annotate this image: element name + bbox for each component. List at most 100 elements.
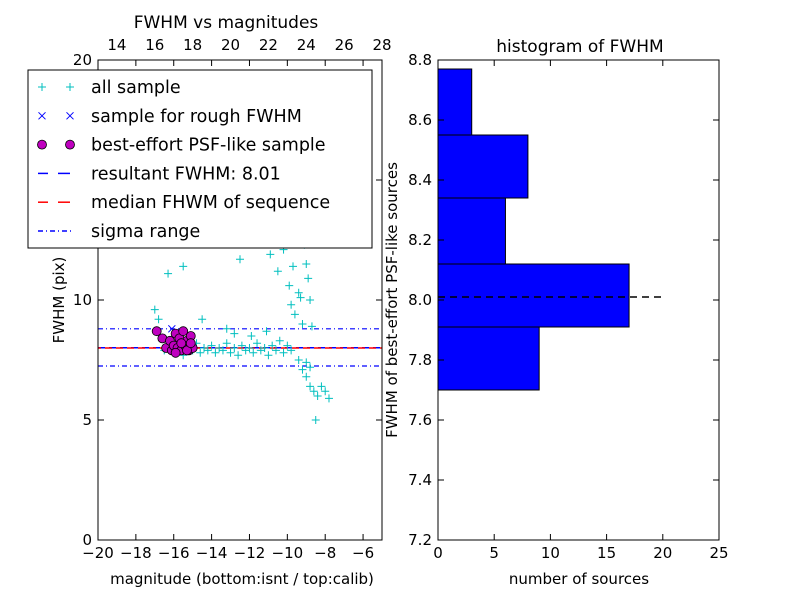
- legend-label: best-effort PSF-like sample: [91, 136, 326, 156]
- right-x-axis-ticks: 0 5 10 15 20 25: [433, 60, 729, 562]
- top-tick-label: 26: [335, 36, 354, 54]
- all-sample-point: [262, 327, 271, 336]
- all-sample-point: [285, 281, 294, 290]
- legend-frame: [27, 69, 373, 249]
- top-tick-label: 14: [107, 36, 126, 54]
- all-sample-point: [237, 341, 246, 350]
- best-sample-point: [170, 347, 181, 358]
- all-sample-point: [275, 336, 284, 345]
- top-tick-label: 22: [259, 36, 278, 54]
- y-tick-label: 20: [73, 51, 92, 69]
- y-tick-label: 8.2: [408, 231, 432, 249]
- all-sample-point: [321, 387, 330, 396]
- legend-marker: [66, 83, 74, 91]
- all-sample-point: [230, 329, 239, 338]
- top-tick-label: 20: [221, 36, 240, 54]
- y-tick-label: 8.0: [408, 291, 432, 309]
- y-tick-label: 7.4: [408, 471, 432, 489]
- histogram-bar: [437, 134, 529, 199]
- x-tick-label: −10: [272, 544, 304, 562]
- all-sample-point: [196, 348, 205, 357]
- left-plot-frame: [97, 59, 383, 541]
- legend-marker: [38, 111, 46, 120]
- right-y-axis-label: FWHM of best-effort PSF-like sources: [383, 162, 401, 438]
- y-tick-label: 8.8: [408, 51, 432, 69]
- x-tick-label: 5: [489, 544, 499, 562]
- all-sample-point: [304, 274, 313, 283]
- best-sample-point: [185, 338, 196, 349]
- legend: all sample sample for rough FWHM best-effo…: [27, 69, 373, 249]
- top-axis-ticks: 14 16 18 20 22 24 26 28: [107, 36, 391, 54]
- all-sample-point: [179, 262, 188, 271]
- x-tick-label: −6: [352, 544, 374, 562]
- all-sample-point: [226, 348, 235, 357]
- reference-lines: [98, 328, 382, 367]
- histogram-bar: [437, 326, 540, 391]
- all-sample-point: [150, 305, 159, 314]
- all-sample-point: [306, 363, 315, 372]
- top-tick-label: 28: [372, 36, 391, 54]
- top-tick-label: 18: [183, 36, 202, 54]
- right-chart-title: histogram of FWHM: [496, 37, 663, 57]
- all-sample-point: [306, 296, 315, 304]
- all-sample-point: [260, 344, 269, 352]
- all-sample-point: [222, 339, 231, 348]
- legend-label: sigma range: [91, 222, 200, 242]
- all-sample-point: [302, 372, 311, 381]
- left-chart-title: FWHM vs magnitudes: [134, 13, 319, 33]
- all-sample-point: [273, 267, 282, 276]
- legend-entries: all sample sample for rough FWHM best-effo…: [37, 78, 330, 242]
- best-sample-point: [176, 338, 187, 349]
- all-sample-point: [294, 288, 303, 297]
- legend-entry-best: best-effort PSF-like sample: [37, 136, 326, 156]
- x-tick-label: −18: [120, 544, 152, 562]
- all-sample-point: [266, 250, 275, 259]
- all-sample-point: [268, 341, 277, 350]
- legend-marker: [66, 111, 74, 120]
- all-sample-point: [211, 348, 220, 357]
- all-sample-point: [203, 346, 212, 355]
- y-tick-label: 5: [82, 411, 92, 429]
- y-tick-label: 7.8: [408, 351, 432, 369]
- left-y-axis-label: FWHM (pix): [50, 257, 68, 344]
- all-sample-point: [298, 320, 307, 328]
- all-sample-point: [289, 262, 298, 271]
- best-sample-point: [151, 326, 162, 337]
- all-sample-point: [234, 351, 243, 360]
- x-tick-label: −16: [158, 544, 190, 562]
- x-tick-label: 25: [709, 544, 728, 562]
- all-sample-point: [298, 365, 307, 374]
- legend-entry-all: all sample: [38, 78, 181, 98]
- y-tick-label: 0: [82, 531, 92, 549]
- all-sample-point: [249, 348, 258, 357]
- legend-entry-resultant: resultant FWHM: 8.01: [38, 164, 281, 184]
- x-tick-label: −20: [82, 544, 114, 562]
- all-sample-point: [317, 382, 326, 391]
- x-tick-label: −14: [196, 544, 228, 562]
- legend-label: median FHWM of sequence: [91, 193, 330, 213]
- all-sample-point: [313, 392, 322, 400]
- all-sample-point: [245, 344, 254, 352]
- right-x-axis-label: number of sources: [509, 570, 649, 588]
- all-sample-point: [290, 310, 299, 319]
- y-tick-label: 8.6: [408, 111, 432, 129]
- legend-label: sample for rough FWHM: [91, 107, 302, 127]
- all-sample-point: [164, 269, 173, 278]
- all-sample-point: [218, 346, 227, 355]
- y-tick-label: 7.6: [408, 411, 432, 429]
- all-sample-point: [306, 382, 315, 391]
- legend-marker: [37, 139, 47, 150]
- all-sample-point: [302, 260, 311, 268]
- y-tick-label: 8.4: [408, 171, 432, 189]
- all-sample-point: [287, 346, 296, 355]
- all-sample-point: [247, 332, 256, 340]
- all-sample-point: [230, 344, 239, 352]
- legend-label: resultant FWHM: 8.01: [91, 164, 281, 184]
- x-tick-label: 10: [541, 544, 560, 562]
- y-tick-label: 10: [73, 291, 92, 309]
- all-sample-point: [154, 315, 163, 324]
- all-sample-point: [271, 346, 280, 355]
- all-sample-point: [253, 339, 262, 348]
- histogram-bars: [437, 68, 630, 391]
- all-sample-point: [309, 387, 318, 396]
